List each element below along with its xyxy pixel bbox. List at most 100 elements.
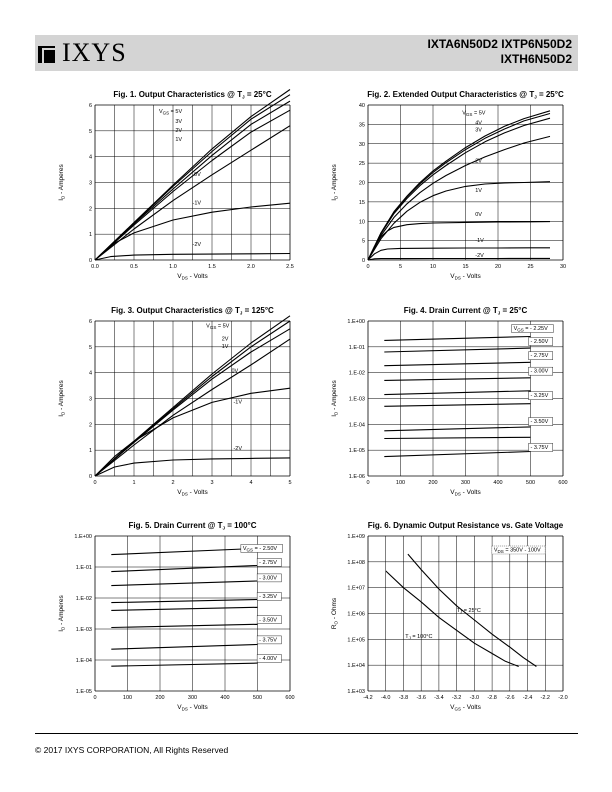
fig6-series-label-main: T	[457, 608, 461, 614]
fig6-series-label-sub: J	[409, 636, 411, 641]
fig3-xlabel-tail: - Volts	[188, 489, 209, 496]
fig1-series-label-main: 3V	[175, 119, 182, 125]
fig1-xtick: 0.5	[130, 264, 138, 270]
fig1-series-label-main: 0V	[194, 172, 201, 178]
fig3-ytick: 0	[89, 474, 92, 480]
fig5-ylabel-tail: - Amperes	[58, 595, 65, 627]
fig2-ylabel: ID - Amperes	[331, 164, 339, 201]
fig6-xtick: -3.2	[452, 695, 461, 701]
fig4-xlabel-tail: - Volts	[461, 489, 482, 496]
fig5-series-label: - 3.75V	[259, 637, 277, 643]
fig6-series-label-main: V	[494, 548, 498, 554]
fig2-series-label-sub: GS	[466, 112, 473, 117]
fig1-title-main: Fig. 1. Output Characteristics @ T	[113, 90, 242, 99]
fig4-xtick: 600	[558, 480, 567, 486]
fig5-series-label-tail: = - 2.50V	[253, 546, 277, 552]
fig5-ylabel: ID - Amperes	[58, 595, 66, 632]
fig4-ytick: 1.E-06	[349, 474, 365, 480]
fig1-xlabel-tail: - Volts	[188, 273, 209, 280]
fig5-series-label-main: - 4.00V	[259, 656, 277, 662]
fig6-series-line	[385, 570, 519, 668]
fig4-series-label-tail: = - 2.25V	[524, 326, 548, 332]
fig4-series-label-sub: GS	[517, 328, 524, 333]
fig3-ytick: 6	[89, 319, 92, 325]
fig3-series-label-main: V	[206, 323, 210, 329]
fig6-xtick: -4.2	[363, 695, 372, 701]
fig5-label-box	[256, 654, 282, 663]
fig2-ytick: 35	[359, 122, 365, 128]
fig1-series-label: -1V	[193, 200, 202, 206]
fig4-label-box	[528, 391, 553, 400]
fig4-series-line	[384, 361, 531, 367]
fig2-series-line	[367, 257, 551, 261]
fig2-xlabel-tail: - Volts	[461, 273, 482, 280]
fig2-ytick: 25	[359, 161, 365, 167]
fig1-ylabel: ID - Amperes	[58, 164, 66, 201]
fig2-xlabel-sub: DS	[455, 276, 461, 281]
fig4-ylabel-sub: D	[334, 411, 339, 415]
fig3-series-label-main: 0V	[232, 369, 239, 375]
fig6-xlabel-tail: - Volts	[461, 704, 482, 711]
fig2-xtick: 0	[366, 264, 369, 270]
fig5-xtick: 300	[188, 695, 197, 701]
fig3-series-line	[94, 328, 291, 477]
fig4-label-box	[511, 324, 554, 333]
fig4-series-line	[384, 390, 531, 396]
company-logo: IXYS	[38, 38, 127, 68]
fig2-series-label-main: -1V	[475, 238, 484, 244]
fig3-xtick: 1	[132, 480, 135, 486]
fig2-series-label-main: 2V	[475, 158, 482, 164]
fig4-series-label-main: - 3.50V	[531, 419, 549, 425]
figure-2: Fig. 2. Extended Output Characteristics …	[308, 86, 578, 288]
fig5-series-label: - 3.25V	[259, 594, 277, 600]
fig4-series-line	[384, 450, 531, 458]
fig6-series-label-main: T	[405, 634, 409, 640]
fig1-ytick: 5	[89, 129, 92, 135]
fig6-ytick: 1.E+09	[347, 534, 365, 540]
fig6-xtick: -3.4	[434, 695, 443, 701]
part-numbers: IXTA6N50D2 IXTP6N50D2 IXTH6N50D2	[427, 37, 572, 67]
fig4-ytick: 1.E-03	[349, 397, 365, 403]
fig5-ytick: 1.E-04	[76, 658, 92, 664]
fig6-label-box	[491, 545, 546, 555]
fig4-series-line	[384, 335, 531, 341]
fig5-xlabel-main: V	[177, 704, 182, 711]
fig4-series-label: - 3.75V	[531, 445, 549, 451]
fig1-series-label-main: 2V	[175, 128, 182, 134]
fig4-series-label: - 3.50V	[531, 419, 549, 425]
fig4-series-label-main: - 3.25V	[531, 393, 549, 399]
fig4-title-sub: J	[498, 311, 501, 316]
fig3-ylabel-sub: D	[61, 411, 66, 415]
fig2-series-label-main: -2V	[475, 253, 484, 259]
fig6-ylabel: RO - Ohms	[331, 597, 339, 629]
fig2-series-label-main: 1V	[475, 188, 482, 194]
fig5-xlabel-tail: - Volts	[188, 704, 209, 711]
fig2-series-label: VGS = 5V	[462, 111, 486, 118]
fig4-series-line	[384, 377, 531, 381]
fig5-ylabel-main: I	[58, 630, 65, 632]
logo-mark-icon	[38, 43, 56, 63]
fig3-series-label-main: -1V	[233, 400, 242, 406]
fig6-series-label-sub: J	[460, 610, 462, 615]
fig5-label-box	[256, 558, 282, 567]
fig4-series-label: - 3.25V	[531, 393, 549, 399]
fig1-title: Fig. 1. Output Characteristics @ TJ = 25…	[113, 90, 271, 100]
fig4-xlabel-main: V	[450, 489, 455, 496]
fig5-xtick: 400	[220, 695, 229, 701]
fig5-series-label: VGS = - 2.50V	[243, 546, 278, 553]
fig5-series-line	[111, 606, 258, 611]
fig4-title-main: Fig. 4. Drain Current @ T	[404, 306, 498, 315]
fig4-series-label: - 3.00V	[531, 369, 549, 375]
fig2-title-tail: = 25°C	[537, 90, 564, 99]
fig5-series-line	[111, 662, 258, 667]
fig5-series-label-main: - 3.00V	[259, 575, 277, 581]
fig2-series-label: 1V	[475, 188, 482, 194]
fig1-series-label-main: 1V	[175, 137, 182, 143]
fig2-ylabel-sub: D	[334, 195, 339, 199]
part-line-1: IXTA6N50D2 IXTP6N50D2	[427, 37, 572, 51]
fig3-series-label-main: 2V	[222, 336, 229, 342]
fig5-xtick: 600	[285, 695, 294, 701]
fig4-ylabel-tail: - Amperes	[331, 380, 338, 412]
fig6-ylabel-sub: O	[334, 620, 339, 624]
fig2-series-label-main: 3V	[475, 127, 482, 133]
